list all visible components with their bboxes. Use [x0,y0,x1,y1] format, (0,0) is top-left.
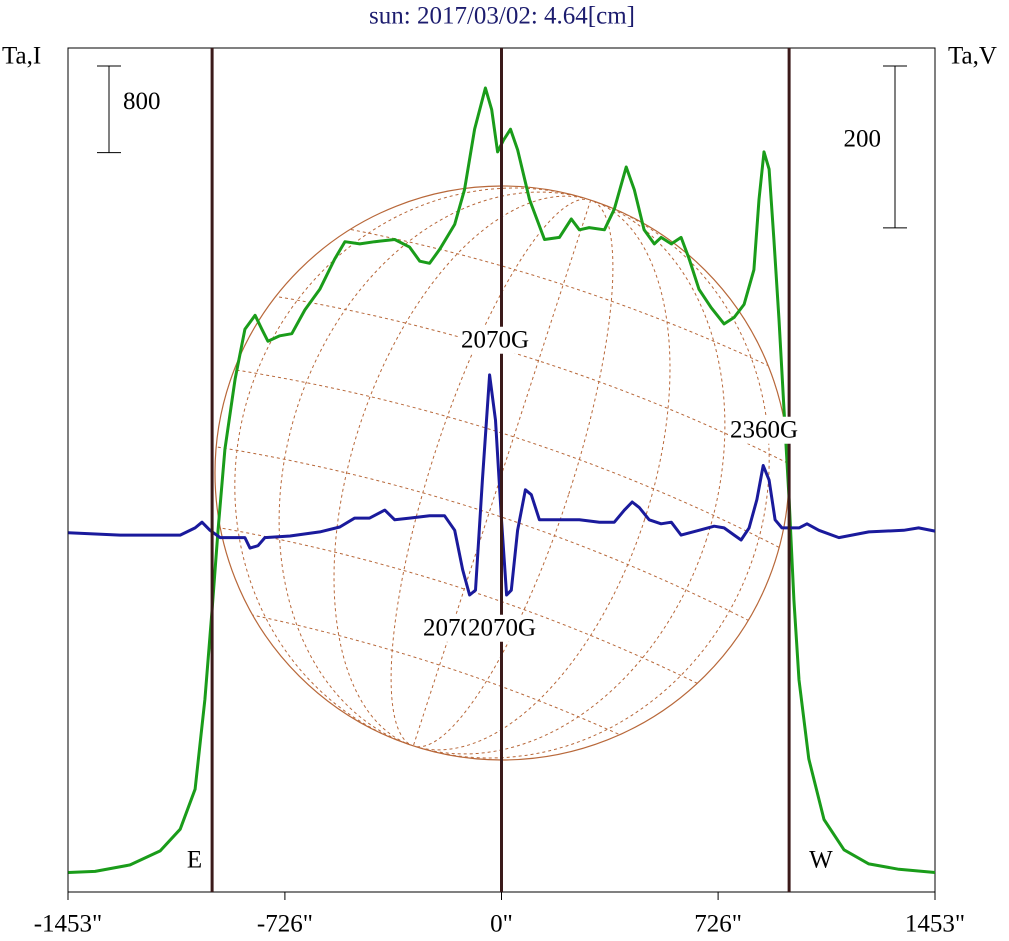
x-tick-label: 726" [694,911,742,938]
x-tick-label: 1453" [905,911,965,938]
chart-title: sun: 2017/03/02: 4.64[cm] [369,3,635,30]
x-tick-label: 0" [490,911,513,938]
limb-label: E [187,847,202,874]
series-line [68,373,936,597]
scale-bar [97,65,121,154]
annotation-label: 2070G [468,615,536,642]
x-tick-label: -726" [257,911,313,938]
scale-bar [883,65,907,229]
annotation-label: 2070G [461,327,529,354]
scale-bar-label: 200 [844,126,882,153]
scale-bar-label: 800 [123,88,161,115]
annotation: 2070G [458,326,532,354]
annotation: 2360G [727,416,801,444]
y-axis-label: Ta,I [2,43,41,70]
annotation-bg [465,614,539,642]
y2-axis-label: Ta,V [948,43,997,70]
annotation-bg [727,416,801,444]
series-line [68,86,936,874]
annotation-bg [458,326,532,354]
limb-label: W [809,847,833,874]
annotation-label: 2360G [730,417,798,444]
annotation: 2070G [465,614,539,642]
x-tick-label: -1453" [34,911,103,938]
